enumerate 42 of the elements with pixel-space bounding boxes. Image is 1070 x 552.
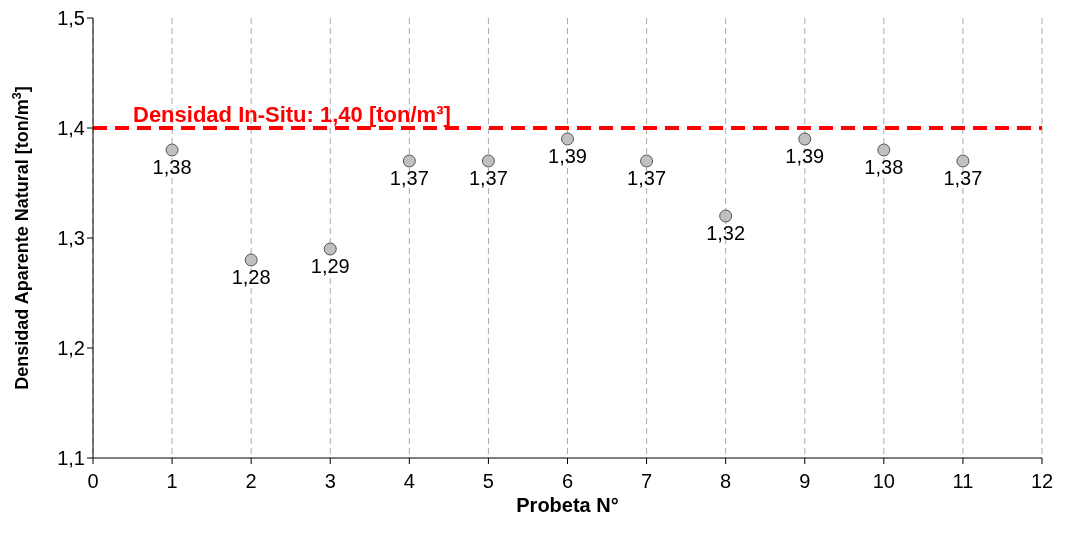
y-tick-label: 1,3: [57, 227, 85, 250]
data-label: 1,29: [310, 255, 350, 277]
y-tick-label: 1,1: [57, 447, 85, 470]
point: [798, 132, 812, 146]
x-tick-label: 6: [561, 470, 574, 493]
x-tick-label: 7: [641, 470, 653, 493]
x-tick-label: 4: [403, 470, 415, 493]
data-label: 1,39: [785, 145, 825, 167]
point: [244, 253, 258, 267]
y-tick-label: 1,2: [57, 337, 85, 360]
point: [402, 154, 416, 168]
data-label: 1,32: [706, 222, 746, 244]
x-tick-label: 11: [952, 470, 974, 493]
x-tick-label: 8: [720, 470, 732, 493]
x-tick-label: 0: [87, 470, 99, 493]
point: [719, 209, 733, 223]
x-tick-label: 9: [799, 470, 811, 493]
point: [640, 154, 653, 168]
y-tick-label: 1,4: [57, 117, 85, 140]
x-tick-label: 1: [166, 470, 178, 493]
data-label: 1,37: [468, 167, 508, 189]
x-tick-label: 2: [245, 470, 257, 493]
data-label: 1,38: [152, 156, 192, 178]
x-tick-label: 3: [324, 470, 336, 493]
data-label: 1,39: [548, 145, 587, 167]
point: [482, 154, 495, 168]
point: [956, 154, 970, 168]
data-label: 1,37: [389, 167, 429, 189]
y-tick-label: 1,5: [57, 7, 85, 30]
point: [877, 143, 891, 157]
data-label: 1,37: [627, 167, 667, 189]
x-tick-label: 12: [1030, 470, 1054, 493]
x-tick-label: 5: [482, 470, 494, 493]
x-tick-label: 10: [872, 470, 895, 493]
data-label: 1,38: [864, 156, 904, 178]
ref-line-label: Densidad In-Situ: 1,40 [ton/m³]: [133, 102, 451, 127]
data-label: 1,37: [943, 167, 983, 189]
x-axis-title: Probeta N°: [516, 494, 619, 516]
point: [561, 132, 574, 146]
point: [165, 143, 179, 157]
data-label: 1,28: [231, 266, 271, 288]
point: [323, 242, 337, 256]
